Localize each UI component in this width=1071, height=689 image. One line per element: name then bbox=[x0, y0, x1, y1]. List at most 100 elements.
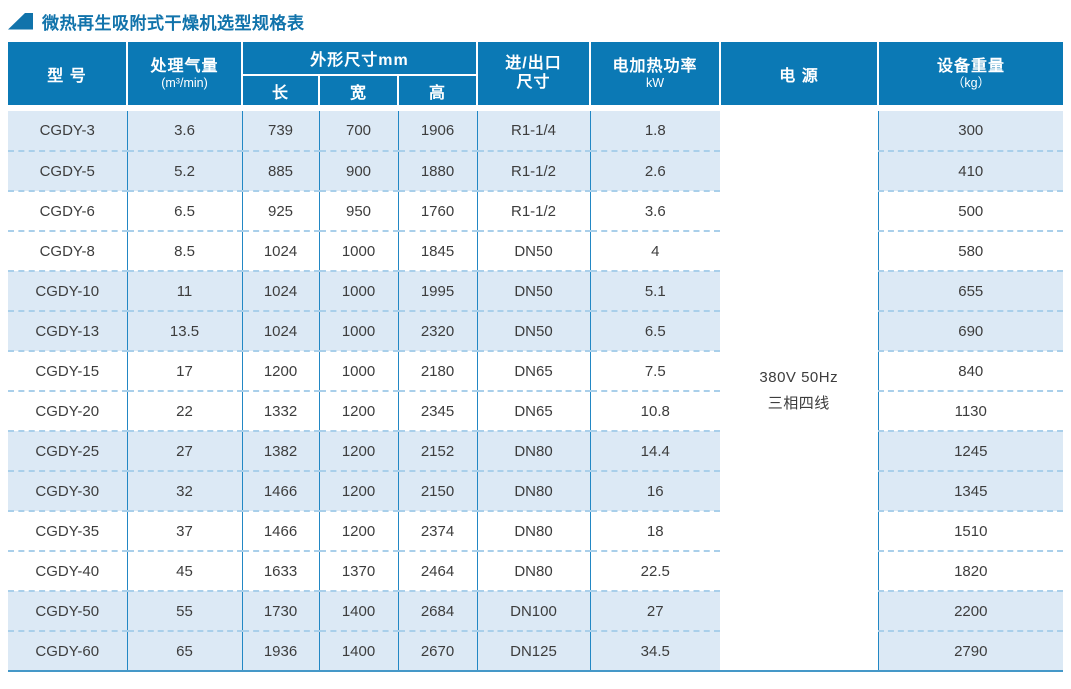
cell-weight: 2200 bbox=[878, 591, 1063, 632]
spec-table-header: 型 号 处理气量 (m³/min) 外形尺寸mm 进/出口 尺寸 电加热功率 k… bbox=[8, 42, 1064, 105]
power-supply-line2: 三相四线 bbox=[767, 394, 830, 412]
cell-heater-kw: 1.8 bbox=[590, 111, 720, 152]
col-header-weight-label: 设备重量 bbox=[937, 57, 1006, 75]
table-row: CGDY-8 8.5 1024 1000 1845 DN50 4 580 bbox=[8, 231, 1063, 272]
cell-height: 2464 bbox=[398, 551, 478, 592]
cell-width: 950 bbox=[319, 191, 399, 232]
table-row: CGDY-25 27 1382 1200 2152 DN80 14.4 1245 bbox=[8, 431, 1063, 472]
cell-heater-kw: 7.5 bbox=[590, 351, 720, 392]
cell-model: CGDY-60 bbox=[8, 631, 128, 671]
cell-length: 739 bbox=[242, 111, 320, 152]
cell-width: 900 bbox=[319, 151, 399, 192]
cell-heater-kw: 6.5 bbox=[590, 311, 720, 352]
cell-width: 1000 bbox=[319, 311, 399, 352]
table-row: CGDY-10 11 1024 1000 1995 DN50 5.1 655 bbox=[8, 271, 1063, 312]
cell-length: 1730 bbox=[242, 591, 320, 632]
table-row: CGDY-35 37 1466 1200 2374 DN80 18 1510 bbox=[8, 511, 1063, 552]
cell-height: 2345 bbox=[398, 391, 478, 432]
cell-heater-kw: 10.8 bbox=[590, 391, 720, 432]
cell-port: R1-1/2 bbox=[477, 191, 591, 232]
cell-length: 1332 bbox=[242, 391, 320, 432]
cell-model: CGDY-13 bbox=[8, 311, 128, 352]
col-header-capacity: 处理气量 (m³/min) bbox=[127, 42, 243, 105]
cell-capacity: 27 bbox=[127, 431, 243, 472]
cell-port: DN50 bbox=[477, 311, 591, 352]
cell-height: 2684 bbox=[398, 591, 478, 632]
cell-height: 2152 bbox=[398, 431, 478, 472]
section-title: 微热再生吸附式干燥机选型规格表 bbox=[42, 13, 305, 33]
table-row: CGDY-40 45 1633 1370 2464 DN80 22.5 1820 bbox=[8, 551, 1063, 592]
cell-port: DN65 bbox=[477, 351, 591, 392]
cell-port: DN65 bbox=[477, 391, 591, 432]
spec-table-body: CGDY-3 3.6 739 700 1906 R1-1/4 1.8 380V 50Hz 三相四… bbox=[8, 111, 1063, 672]
cell-width: 700 bbox=[319, 111, 399, 152]
cell-capacity: 11 bbox=[127, 271, 243, 312]
cell-port: DN125 bbox=[477, 631, 591, 671]
cell-height: 2320 bbox=[398, 311, 478, 352]
cell-port: DN80 bbox=[477, 511, 591, 552]
cell-power-supply: 380V 50Hz 三相四线 bbox=[720, 111, 879, 671]
cell-capacity: 8.5 bbox=[127, 231, 243, 272]
col-header-width: 宽 bbox=[319, 75, 399, 105]
cell-capacity: 22 bbox=[127, 391, 243, 432]
cell-heater-kw: 34.5 bbox=[590, 631, 720, 671]
col-header-model: 型 号 bbox=[8, 42, 128, 105]
cell-weight: 840 bbox=[878, 351, 1063, 392]
power-supply-line1: 380V 50Hz bbox=[759, 369, 839, 386]
cell-weight: 1820 bbox=[878, 551, 1063, 592]
cell-model: CGDY-5 bbox=[8, 151, 128, 192]
cell-width: 1370 bbox=[319, 551, 399, 592]
table-row: CGDY-5 5.2 885 900 1880 R1-1/2 2.6 410 bbox=[8, 151, 1063, 192]
cell-model: CGDY-8 bbox=[8, 231, 128, 272]
cell-length: 1936 bbox=[242, 631, 320, 671]
table-row: CGDY-6 6.5 925 950 1760 R1-1/2 3.6 500 bbox=[8, 191, 1063, 232]
cell-capacity: 45 bbox=[127, 551, 243, 592]
cell-length: 1466 bbox=[242, 511, 320, 552]
cell-model: CGDY-10 bbox=[8, 271, 128, 312]
col-header-height: 高 bbox=[398, 75, 479, 105]
cell-height: 1880 bbox=[398, 151, 478, 192]
cell-capacity: 37 bbox=[127, 511, 243, 552]
section-title-row: 微热再生吸附式干燥机选型规格表 bbox=[8, 8, 1063, 34]
col-header-heater-power: 电加热功率 kW bbox=[590, 42, 722, 105]
cell-heater-kw: 22.5 bbox=[590, 551, 720, 592]
col-header-port-line2: 尺寸 bbox=[516, 73, 551, 91]
cell-length: 885 bbox=[242, 151, 320, 192]
catalog-page: 微热再生吸附式干燥机选型规格表 型 号 处理气量 (m³/min) 外形尺寸mm… bbox=[8, 8, 1064, 672]
table-row: CGDY-15 17 1200 1000 2180 DN65 7.5 840 bbox=[8, 351, 1063, 392]
cell-length: 1382 bbox=[242, 431, 320, 472]
cell-length: 1024 bbox=[242, 311, 320, 352]
col-header-capacity-label: 处理气量 bbox=[150, 57, 219, 75]
spec-table-rows: CGDY-3 3.6 739 700 1906 R1-1/4 1.8 380V 50Hz 三相四… bbox=[8, 111, 1063, 671]
cell-length: 925 bbox=[242, 191, 320, 232]
cell-port: DN80 bbox=[477, 431, 591, 472]
cell-model: CGDY-20 bbox=[8, 391, 128, 432]
cell-model: CGDY-50 bbox=[8, 591, 128, 632]
col-header-weight: 设备重量 （kg） bbox=[878, 42, 1064, 105]
cell-height: 1760 bbox=[398, 191, 478, 232]
cell-width: 1400 bbox=[319, 591, 399, 632]
cell-width: 1200 bbox=[319, 511, 399, 552]
cell-height: 1845 bbox=[398, 231, 478, 272]
cell-weight: 1130 bbox=[878, 391, 1063, 432]
cell-weight: 1245 bbox=[878, 431, 1063, 472]
col-header-heater-label: 电加热功率 bbox=[612, 57, 698, 75]
cell-capacity: 32 bbox=[127, 471, 243, 512]
cell-model: CGDY-30 bbox=[8, 471, 128, 512]
table-row: CGDY-13 13.5 1024 1000 2320 DN50 6.5 690 bbox=[8, 311, 1063, 352]
cell-model: CGDY-3 bbox=[8, 111, 128, 152]
cell-length: 1200 bbox=[242, 351, 320, 392]
cell-port: DN100 bbox=[477, 591, 591, 632]
cell-model: CGDY-6 bbox=[8, 191, 128, 232]
col-header-length: 长 bbox=[242, 75, 320, 105]
cell-height: 1995 bbox=[398, 271, 478, 312]
col-header-port-size: 进/出口 尺寸 bbox=[477, 42, 592, 105]
flag-triangle-icon bbox=[8, 12, 33, 30]
cell-capacity: 17 bbox=[127, 351, 243, 392]
cell-heater-kw: 14.4 bbox=[590, 431, 720, 472]
cell-port: DN50 bbox=[477, 231, 591, 272]
cell-port: R1-1/2 bbox=[477, 151, 591, 192]
cell-width: 1000 bbox=[319, 231, 399, 272]
cell-height: 2180 bbox=[398, 351, 478, 392]
cell-width: 1000 bbox=[319, 351, 399, 392]
